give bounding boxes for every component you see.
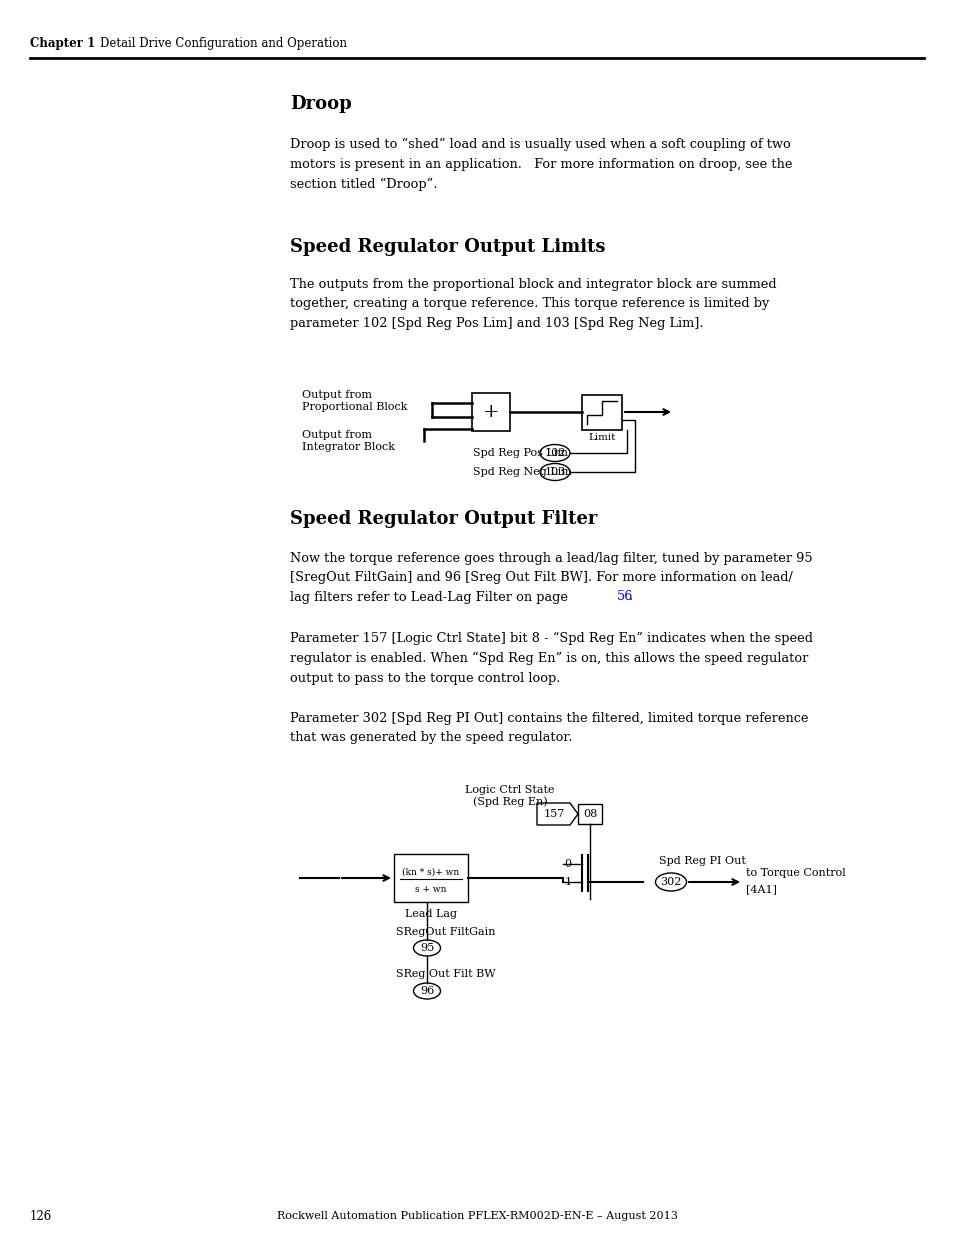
Text: 95: 95 — [419, 944, 434, 953]
Text: to Torque Control: to Torque Control — [745, 868, 845, 878]
Text: 96: 96 — [419, 986, 434, 995]
Text: Output from: Output from — [302, 430, 372, 440]
Bar — [472, 393, 510, 431]
Text: 08: 08 — [582, 809, 597, 819]
Text: 1: 1 — [564, 877, 571, 887]
Text: Integrator Block: Integrator Block — [302, 442, 395, 452]
Text: Now the torque reference goes through a lead/lag filter, tuned by parameter 95
[: Now the torque reference goes through a … — [290, 552, 812, 604]
Text: Logic Ctrl State: Logic Ctrl State — [465, 785, 554, 795]
Text: The outputs from the proportional block and integrator block are summed
together: The outputs from the proportional block … — [290, 278, 776, 330]
Text: [4A1]: [4A1] — [745, 884, 776, 894]
Text: Droop: Droop — [290, 95, 352, 112]
Text: s + wn: s + wn — [415, 884, 446, 893]
Ellipse shape — [413, 940, 440, 956]
Text: Chapter 1: Chapter 1 — [30, 37, 95, 51]
Text: 103: 103 — [544, 467, 565, 477]
Text: 126: 126 — [30, 1209, 52, 1223]
Text: .: . — [628, 590, 633, 603]
Text: Spd Reg PI Out: Spd Reg PI Out — [659, 856, 745, 866]
Text: Rockwell Automation Publication PFLEX-RM002D-EN-E – August 2013: Rockwell Automation Publication PFLEX-RM… — [276, 1212, 677, 1221]
Ellipse shape — [413, 983, 440, 999]
Text: Speed Regulator Output Limits: Speed Regulator Output Limits — [290, 238, 605, 256]
Text: +: + — [482, 403, 498, 421]
Text: SReg Out Filt BW: SReg Out Filt BW — [395, 969, 496, 979]
Text: Detail Drive Configuration and Operation: Detail Drive Configuration and Operation — [100, 37, 347, 51]
Bar — [581, 395, 621, 430]
Ellipse shape — [539, 445, 569, 462]
Text: 56: 56 — [617, 590, 633, 603]
Ellipse shape — [539, 463, 569, 480]
Text: Speed Regulator Output Filter: Speed Regulator Output Filter — [290, 510, 597, 529]
Text: Limit: Limit — [588, 433, 615, 442]
Text: (Spd Reg En): (Spd Reg En) — [472, 797, 547, 808]
Text: Output from: Output from — [302, 390, 372, 400]
Text: 0: 0 — [564, 860, 571, 869]
Text: Spd Reg Neg Lim: Spd Reg Neg Lim — [473, 467, 571, 477]
Text: Spd Reg Pos Lim: Spd Reg Pos Lim — [473, 448, 567, 458]
Text: Proportional Block: Proportional Block — [302, 403, 407, 412]
Text: Droop is used to “shed” load and is usually used when a soft coupling of two
mot: Droop is used to “shed” load and is usua… — [290, 138, 792, 190]
Bar — [578, 804, 601, 824]
Text: Parameter 157 [Logic Ctrl State] bit 8 - “Spd Reg En” indicates when the speed
r: Parameter 157 [Logic Ctrl State] bit 8 -… — [290, 632, 812, 684]
Text: 302: 302 — [659, 877, 681, 887]
Bar — [394, 853, 468, 902]
Text: Parameter 302 [Spd Reg PI Out] contains the filtered, limited torque reference
t: Parameter 302 [Spd Reg PI Out] contains … — [290, 713, 807, 745]
Text: 102: 102 — [544, 448, 565, 458]
Text: SRegOut FiltGain: SRegOut FiltGain — [395, 927, 495, 937]
Ellipse shape — [655, 873, 686, 890]
Text: (kn * s)+ wn: (kn * s)+ wn — [402, 867, 459, 877]
Text: Lead Lag: Lead Lag — [405, 909, 456, 919]
Text: 157: 157 — [543, 809, 564, 819]
